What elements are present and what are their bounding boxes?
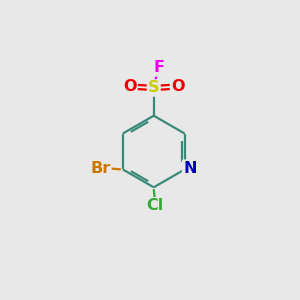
Text: O: O [171,79,184,94]
Text: O: O [123,79,136,94]
Text: S: S [148,80,160,95]
Text: Cl: Cl [146,198,164,213]
Text: Br: Br [90,161,110,176]
Text: F: F [153,60,164,75]
Text: N: N [183,161,196,176]
